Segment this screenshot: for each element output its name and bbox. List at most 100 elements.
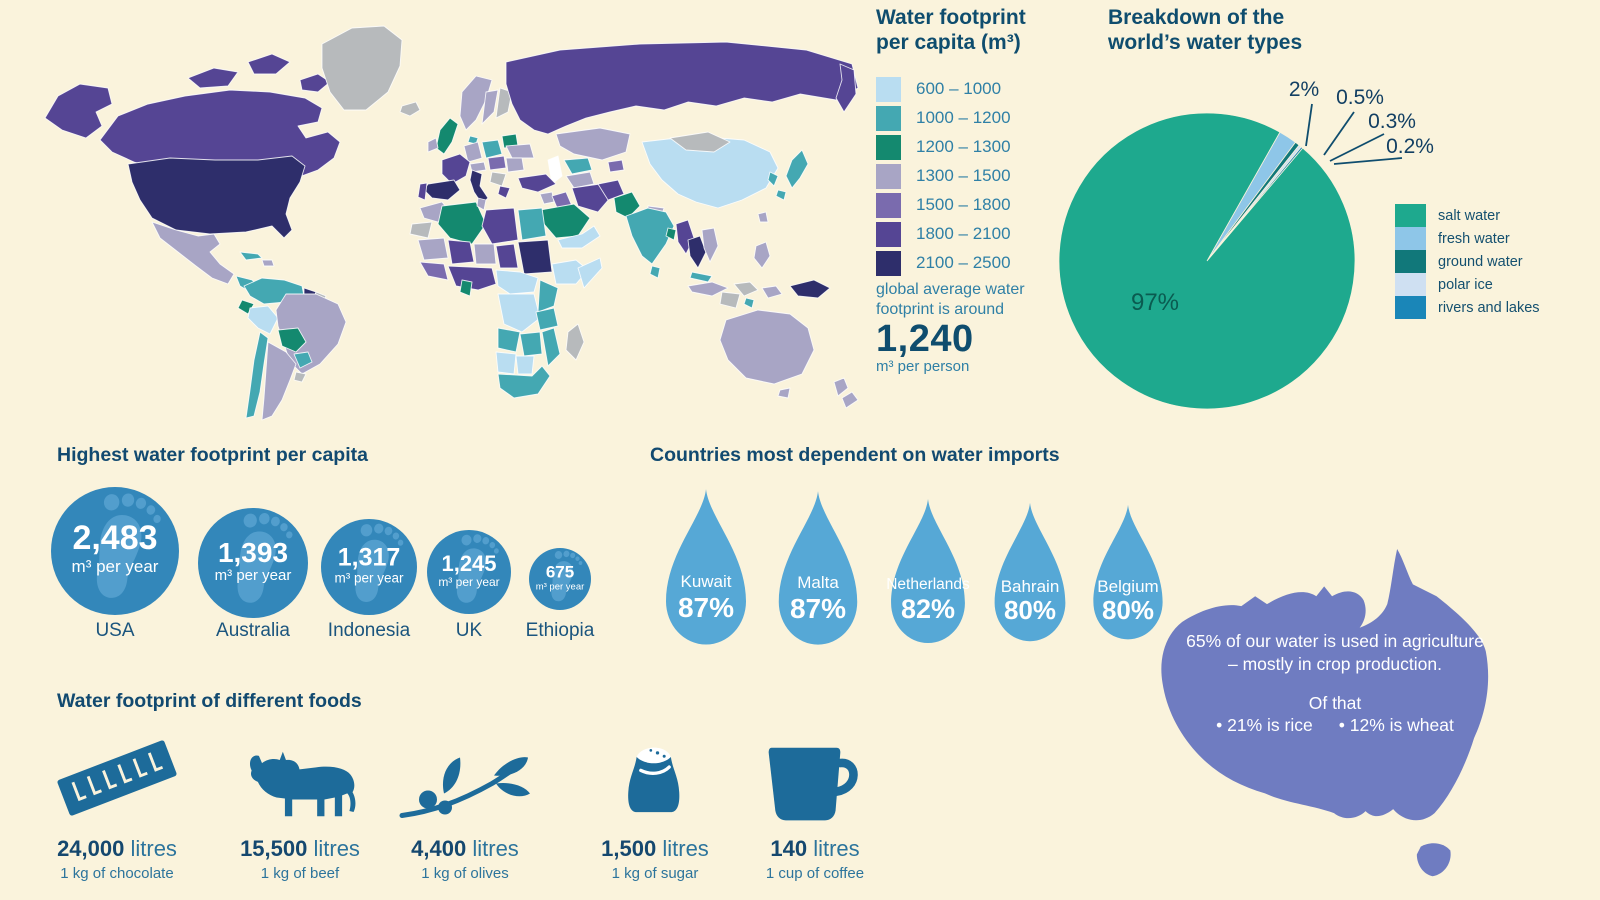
footprint-circle-ethiopia: 675 m³ per year bbox=[529, 548, 591, 610]
drop-country: Kuwait bbox=[680, 572, 732, 592]
drop-kuwait: Kuwait 87% bbox=[654, 487, 758, 651]
food-label: 1 cup of coffee bbox=[765, 865, 865, 882]
pie-legend-swatch bbox=[1395, 204, 1426, 227]
coffee-mug-icon bbox=[768, 747, 858, 821]
legend-range-label: 1500 – 1800 bbox=[916, 195, 1011, 214]
drop-percent: 80% bbox=[1003, 595, 1057, 626]
south-east-asia bbox=[597, 131, 809, 309]
pie-callout-lines bbox=[1305, 103, 1403, 165]
legend-swatch bbox=[876, 192, 901, 218]
oceania bbox=[719, 279, 859, 409]
legend-swatch bbox=[876, 134, 901, 160]
drop-country: Belgium bbox=[1097, 576, 1159, 596]
drop-belgium: Belgium 80% bbox=[1083, 503, 1173, 645]
pie-legend: salt water fresh water ground water pola… bbox=[1395, 204, 1540, 319]
map-legend-title: Water footprint per capita (m³) bbox=[876, 6, 1026, 54]
map-legend: Water footprint per capita (m³) 600 – 10… bbox=[876, 6, 1086, 375]
pie-legend-swatch bbox=[1395, 250, 1426, 273]
footprint-circle-usa: 2,483 m³ per year bbox=[51, 487, 179, 615]
drop-country: Malta bbox=[797, 573, 839, 593]
pie-legend-label: polar ice bbox=[1438, 276, 1493, 293]
water-types-pie-chart: 2% 0.5% 0.3% 0.2% 97% bbox=[1058, 78, 1434, 410]
pie-legend-swatch bbox=[1395, 273, 1426, 296]
drop-percent: 82% bbox=[900, 593, 956, 624]
legend-range-label: 1300 – 1500 bbox=[916, 166, 1011, 185]
food-value: 4,400 bbox=[411, 836, 467, 861]
pie-label-polar-ice: 0.3% bbox=[1368, 110, 1416, 133]
footprint-value: 2,483 bbox=[72, 518, 158, 557]
drop-percent: 80% bbox=[1101, 595, 1155, 626]
legend-swatch bbox=[876, 221, 901, 247]
middle-east bbox=[517, 173, 611, 249]
food-item-sugar: 1,500 litres 1 kg of sugar bbox=[560, 728, 750, 882]
africa bbox=[409, 197, 603, 399]
global-average-note: global average water footprint is around bbox=[876, 281, 1025, 318]
drop-bahrain: Bahrain 80% bbox=[984, 501, 1076, 647]
pie-legend-label: fresh water bbox=[1438, 230, 1510, 247]
food-item-chocolate: 24,000 litres 1 kg of chocolate bbox=[22, 728, 212, 882]
footprint-value: 1,317 bbox=[337, 543, 401, 572]
world-map bbox=[44, 25, 859, 421]
pie-legend-swatch bbox=[1395, 296, 1426, 319]
water-drop-icon bbox=[891, 499, 965, 643]
footprint-unit: m³ per year bbox=[334, 570, 404, 586]
food-label: 1 kg of beef bbox=[260, 865, 340, 882]
legend-swatch bbox=[876, 105, 901, 131]
footprint-value: 1,393 bbox=[217, 536, 289, 568]
food-value: 140 bbox=[770, 836, 808, 861]
footprint-unit: m³ per year bbox=[438, 575, 500, 590]
footprint-circle-uk: 1,245 m³ per year bbox=[427, 530, 511, 614]
water-drop-icon bbox=[778, 491, 858, 645]
pie-label-salt-water: 97% bbox=[1131, 289, 1179, 316]
footprint-unit: m³ per year bbox=[71, 556, 159, 576]
pie-legend-label: rivers and lakes bbox=[1438, 299, 1540, 316]
food-label: 1 kg of chocolate bbox=[60, 865, 174, 882]
footprint-value: 1,245 bbox=[441, 550, 497, 576]
food-label: 1 kg of olives bbox=[421, 865, 509, 882]
pie-legend-label: salt water bbox=[1438, 207, 1501, 224]
drop-netherlands: Netherlands 82% bbox=[880, 497, 976, 649]
footprint-value: 675 bbox=[545, 562, 575, 582]
footprint-country-label: USA bbox=[95, 620, 135, 641]
australia-callout-line2: Of that bbox=[1308, 692, 1362, 713]
australia-callout-rice: • 21% is rice bbox=[1216, 715, 1313, 736]
south-america bbox=[237, 277, 347, 421]
pie-legend-swatch bbox=[1395, 227, 1426, 250]
pie-label-fresh-water: 2% bbox=[1289, 78, 1319, 101]
legend-range-label: 2100 – 2500 bbox=[916, 253, 1011, 272]
food-value: 15,500 bbox=[240, 836, 308, 861]
sugar-sack-icon bbox=[628, 747, 680, 813]
food-unit: litres bbox=[130, 836, 177, 861]
australia-callout-line1: 65% of our water is used in agriculture … bbox=[1186, 631, 1484, 674]
legend-swatch bbox=[876, 163, 901, 189]
australia-callout: 65% of our water is used in agriculture … bbox=[1185, 630, 1485, 737]
legend-range-label: 600 – 1000 bbox=[916, 79, 1002, 98]
food-item-beef: 15,500 litres 1 kg of beef bbox=[205, 728, 395, 882]
food-unit: litres bbox=[313, 836, 360, 861]
food-unit: litres bbox=[662, 836, 709, 861]
australia-callout-wheat: • 12% is wheat bbox=[1338, 715, 1454, 736]
pie-label-ground-water: 0.5% bbox=[1336, 86, 1384, 109]
global-average-unit: m³ per person bbox=[876, 358, 970, 375]
pie-label-rivers-lakes: 0.2% bbox=[1386, 135, 1434, 158]
drop-percent: 87% bbox=[677, 591, 735, 623]
cow-icon bbox=[249, 751, 356, 817]
food-unit: litres bbox=[472, 836, 519, 861]
water-drop-icon bbox=[666, 489, 746, 645]
imports-title: Countries most dependent on water import… bbox=[650, 444, 1060, 466]
footprint-circle-australia: 1,393 m³ per year bbox=[198, 508, 308, 618]
food-label: 1 kg of sugar bbox=[611, 865, 699, 882]
australia-map-shape bbox=[1161, 548, 1489, 877]
olive-branch-icon bbox=[399, 757, 530, 818]
water-drop-icon bbox=[1093, 504, 1163, 640]
legend-range-label: 1200 – 1300 bbox=[916, 137, 1011, 156]
food-value: 1,500 bbox=[601, 836, 657, 861]
pie-legend-label: ground water bbox=[1438, 253, 1523, 270]
drop-percent: 87% bbox=[789, 592, 847, 624]
foods-title: Water footprint of different foods bbox=[57, 690, 362, 712]
food-item-olives: 4,400 litres 1 kg of olives bbox=[370, 728, 560, 882]
chocolate-bar-icon bbox=[57, 740, 177, 816]
legend-range-label: 1000 – 1200 bbox=[916, 108, 1011, 127]
footprint-country-label: Australia bbox=[216, 620, 290, 641]
